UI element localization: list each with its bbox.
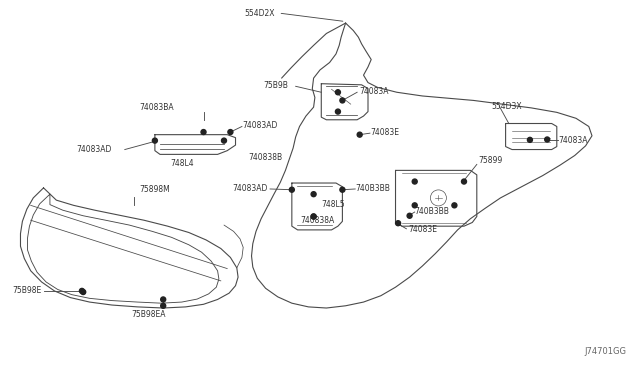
Text: 740838B: 740838B xyxy=(248,153,283,161)
Text: 74083E: 74083E xyxy=(370,128,399,137)
Text: 740B3BB: 740B3BB xyxy=(415,207,449,216)
Text: 74083AD: 74083AD xyxy=(242,121,277,130)
Text: 74083E: 74083E xyxy=(408,225,437,234)
Circle shape xyxy=(335,90,340,95)
Text: 748L4: 748L4 xyxy=(171,159,194,168)
Circle shape xyxy=(161,297,166,302)
Text: 74083A: 74083A xyxy=(360,87,389,96)
Circle shape xyxy=(340,98,345,103)
Text: J74701GG: J74701GG xyxy=(584,347,626,356)
Text: 75898M: 75898M xyxy=(140,185,170,194)
Circle shape xyxy=(527,137,532,142)
Text: 75B98E: 75B98E xyxy=(12,286,42,295)
Text: 740838A: 740838A xyxy=(301,216,335,225)
Text: 74083AD: 74083AD xyxy=(232,185,268,193)
Circle shape xyxy=(407,213,412,218)
Circle shape xyxy=(81,289,86,295)
Circle shape xyxy=(412,179,417,184)
Circle shape xyxy=(340,187,345,192)
Circle shape xyxy=(152,138,157,143)
Circle shape xyxy=(311,214,316,219)
Text: 748L5: 748L5 xyxy=(321,200,345,209)
Circle shape xyxy=(335,109,340,114)
Circle shape xyxy=(311,192,316,197)
Circle shape xyxy=(452,203,457,208)
Circle shape xyxy=(289,187,294,192)
Text: 75B9B: 75B9B xyxy=(263,81,288,90)
Text: 74083BA: 74083BA xyxy=(140,103,174,112)
Text: 75B98EA: 75B98EA xyxy=(131,310,166,318)
Text: 740B3BB: 740B3BB xyxy=(355,185,390,193)
Circle shape xyxy=(221,138,227,143)
Text: 74083A: 74083A xyxy=(558,136,588,145)
Circle shape xyxy=(311,214,316,219)
Text: 74083AD: 74083AD xyxy=(77,145,112,154)
Circle shape xyxy=(545,137,550,142)
Circle shape xyxy=(412,203,417,208)
Text: 554D2X: 554D2X xyxy=(244,9,275,17)
Circle shape xyxy=(161,303,166,308)
Circle shape xyxy=(228,129,233,135)
Circle shape xyxy=(461,179,467,184)
Circle shape xyxy=(201,129,206,135)
Circle shape xyxy=(357,132,362,137)
Circle shape xyxy=(396,221,401,226)
Text: 75899: 75899 xyxy=(479,156,503,165)
Circle shape xyxy=(79,288,84,294)
Text: 554D3X: 554D3X xyxy=(492,102,522,110)
